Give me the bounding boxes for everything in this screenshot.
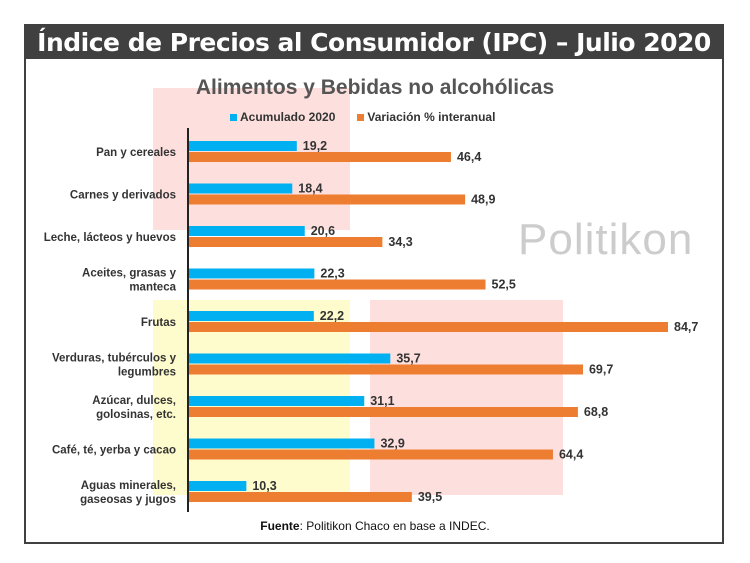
chart-title: Alimentos y Bebidas no alcohólicas (195, 76, 555, 99)
bar-1 (188, 279, 486, 290)
data-label: 34,3 (388, 235, 412, 249)
bar-0 (188, 226, 305, 236)
data-label: 22,3 (320, 267, 344, 281)
page-title: Índice de Precios al Consumidor (IPC) – … (26, 26, 722, 59)
category-label: Café, té, yerba y cacao (52, 445, 176, 457)
data-label: 46,4 (457, 150, 481, 164)
legend-item-1: Variación % interanual (357, 110, 495, 124)
bar-1 (188, 194, 466, 205)
bar-1 (188, 364, 583, 375)
data-label: 10,3 (252, 479, 276, 493)
bar-1 (188, 322, 668, 332)
watermark: Politikon (518, 215, 694, 264)
data-label: 22,2 (320, 309, 344, 323)
category-label: Leche, lácteos y huevos (44, 232, 176, 244)
category-label: Frutas (141, 317, 176, 329)
bar-0 (188, 438, 375, 449)
bar-0 (188, 311, 314, 321)
data-label: 18,4 (298, 182, 322, 196)
data-label: 69,7 (589, 363, 613, 377)
legend-item-0: Acumulado 2020 (230, 110, 335, 124)
data-label: 64,4 (559, 448, 583, 462)
data-label: 52,5 (492, 278, 516, 292)
bar-1 (188, 237, 383, 247)
frame: Índice de Precios al Consumidor (IPC) – … (24, 24, 724, 544)
highlight-pink-2 (370, 300, 563, 495)
legend: Acumulado 2020 Variación % interanual (230, 110, 495, 124)
data-label: 68,8 (584, 405, 608, 419)
bar-1 (188, 407, 578, 417)
bar-0 (188, 353, 391, 364)
category-label: Verduras, tubérculos y legumbres (52, 353, 177, 379)
category-label: Aceites, grasas y manteca (82, 268, 177, 294)
bar-0 (188, 183, 293, 194)
source-note: Fuente: Politikon Chaco en base a INDEC. (260, 519, 490, 533)
bar-0 (188, 268, 315, 279)
category-label: Pan y cereales (96, 147, 176, 159)
bar-0 (188, 481, 247, 491)
category-label: Aguas minerales, gaseosas y jugos (80, 480, 176, 506)
data-label: 39,5 (418, 490, 442, 504)
bar-1 (188, 152, 451, 162)
data-label: 35,7 (396, 352, 420, 366)
category-label: Azúcar, dulces, golosinas, etc. (92, 395, 176, 421)
bar-1 (188, 492, 412, 502)
data-label: 84,7 (674, 320, 698, 334)
bar-1 (188, 449, 553, 460)
category-label: Carnes y derivados (70, 190, 176, 202)
data-label: 31,1 (370, 394, 394, 408)
data-label: 32,9 (380, 437, 404, 451)
data-label: 19,2 (303, 139, 327, 153)
bar-0 (188, 141, 297, 151)
data-label: 20,6 (311, 224, 335, 238)
bar-0 (188, 396, 365, 406)
data-label: 48,9 (471, 193, 495, 207)
